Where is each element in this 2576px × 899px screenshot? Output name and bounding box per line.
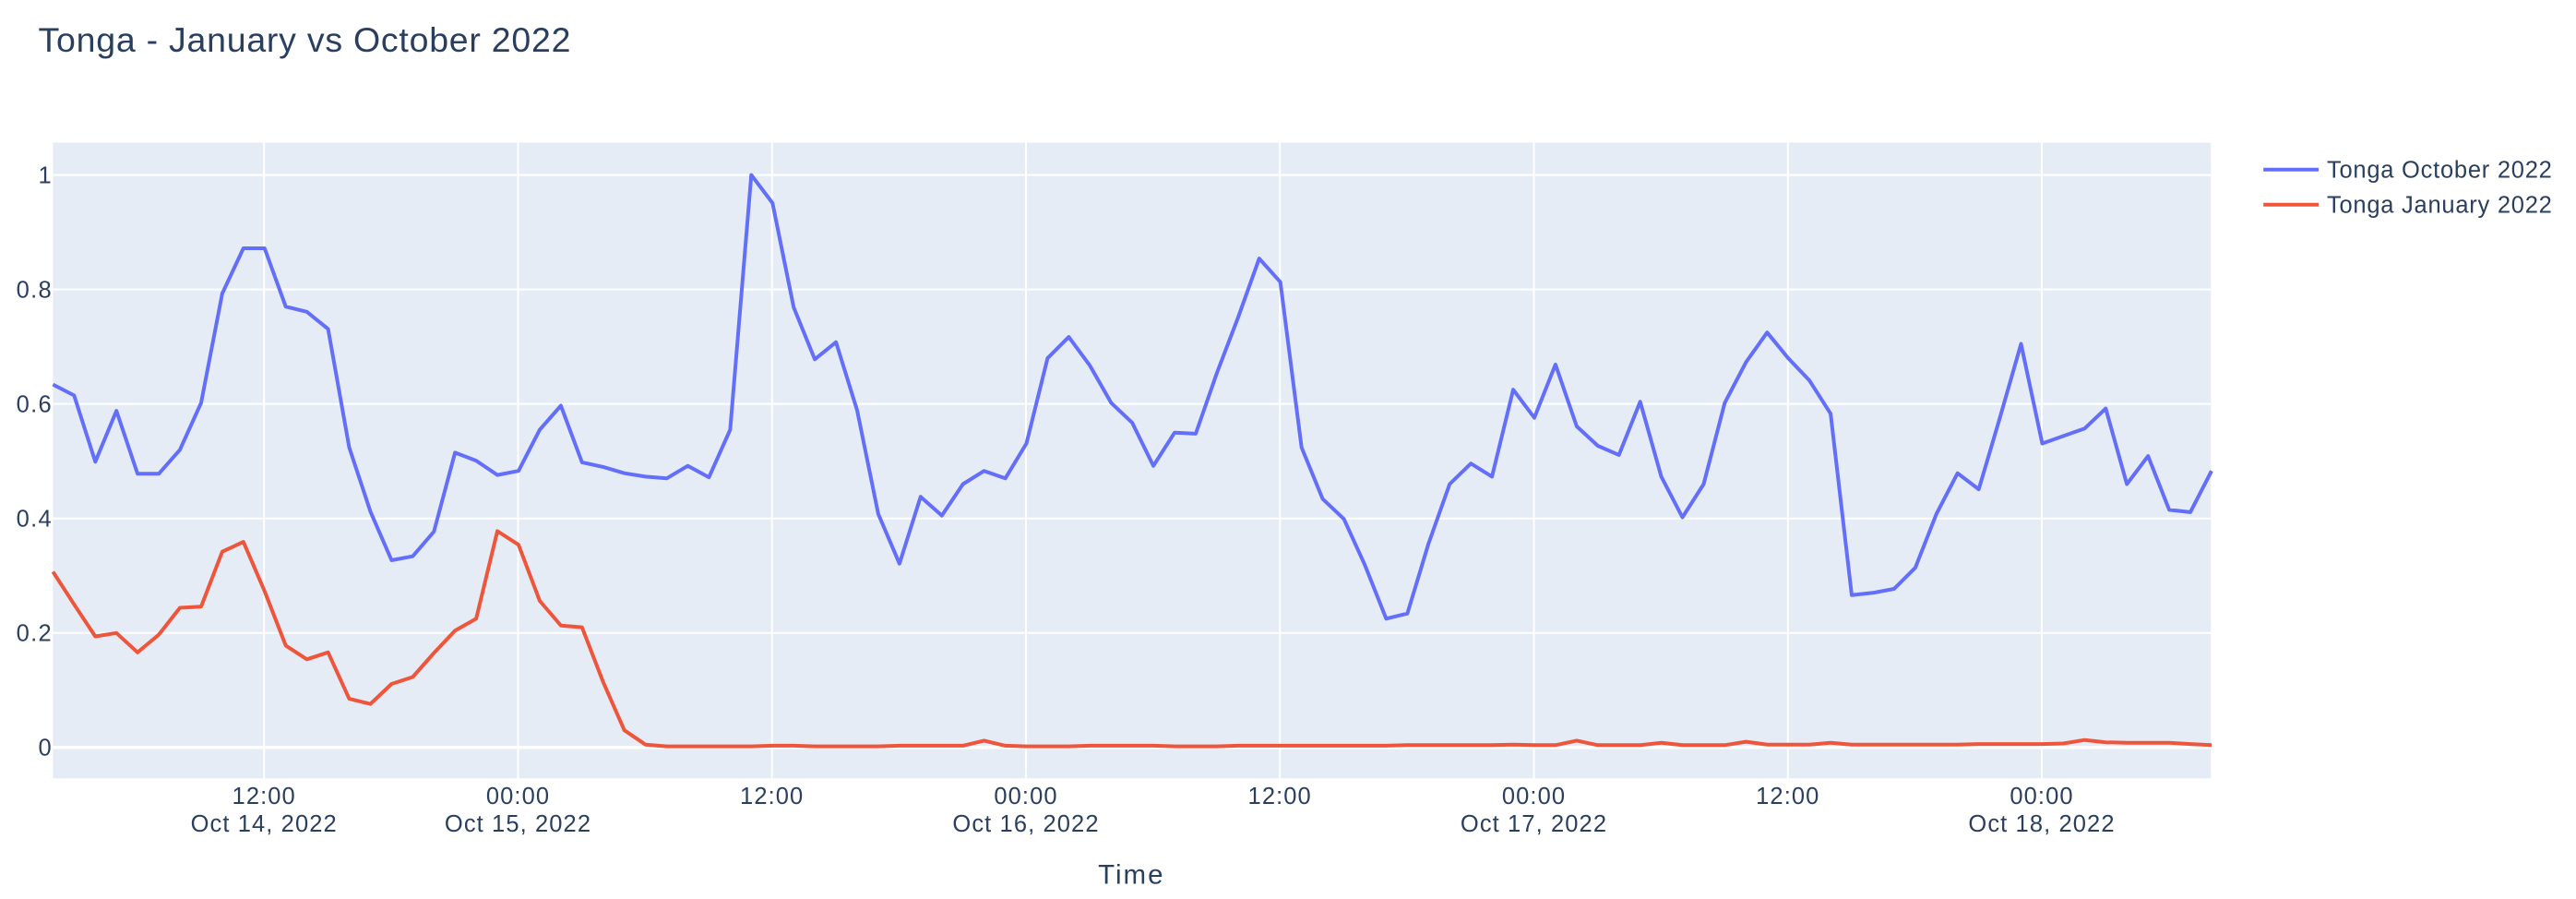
svg-text:Tonga - January vs October 202: Tonga - January vs October 2022 <box>39 20 572 59</box>
svg-text:00:00: 00:00 <box>994 784 1057 809</box>
svg-text:0.2: 0.2 <box>17 621 53 647</box>
svg-text:0: 0 <box>39 736 53 761</box>
svg-text:1: 1 <box>39 162 53 188</box>
svg-text:00:00: 00:00 <box>1502 784 1566 809</box>
svg-text:Oct 16, 2022: Oct 16, 2022 <box>952 811 1099 837</box>
svg-text:Oct 15, 2022: Oct 15, 2022 <box>445 811 591 837</box>
svg-text:Oct 14, 2022: Oct 14, 2022 <box>191 811 338 837</box>
svg-text:00:00: 00:00 <box>2010 784 2073 809</box>
svg-text:Tonga October 2022: Tonga October 2022 <box>2327 158 2553 184</box>
svg-text:12:00: 12:00 <box>1756 784 1819 809</box>
svg-text:12:00: 12:00 <box>1248 784 1312 809</box>
svg-text:12:00: 12:00 <box>740 784 804 809</box>
svg-text:0.8: 0.8 <box>17 277 53 303</box>
svg-text:12:00: 12:00 <box>233 784 296 809</box>
svg-text:Time: Time <box>1098 859 1164 890</box>
svg-text:00:00: 00:00 <box>486 784 550 809</box>
svg-text:0.6: 0.6 <box>17 391 53 417</box>
svg-text:Oct 18, 2022: Oct 18, 2022 <box>1968 811 2115 837</box>
svg-text:Oct 17, 2022: Oct 17, 2022 <box>1461 811 1607 837</box>
svg-text:Tonga January 2022: Tonga January 2022 <box>2327 193 2553 219</box>
svg-text:0.4: 0.4 <box>17 507 53 533</box>
